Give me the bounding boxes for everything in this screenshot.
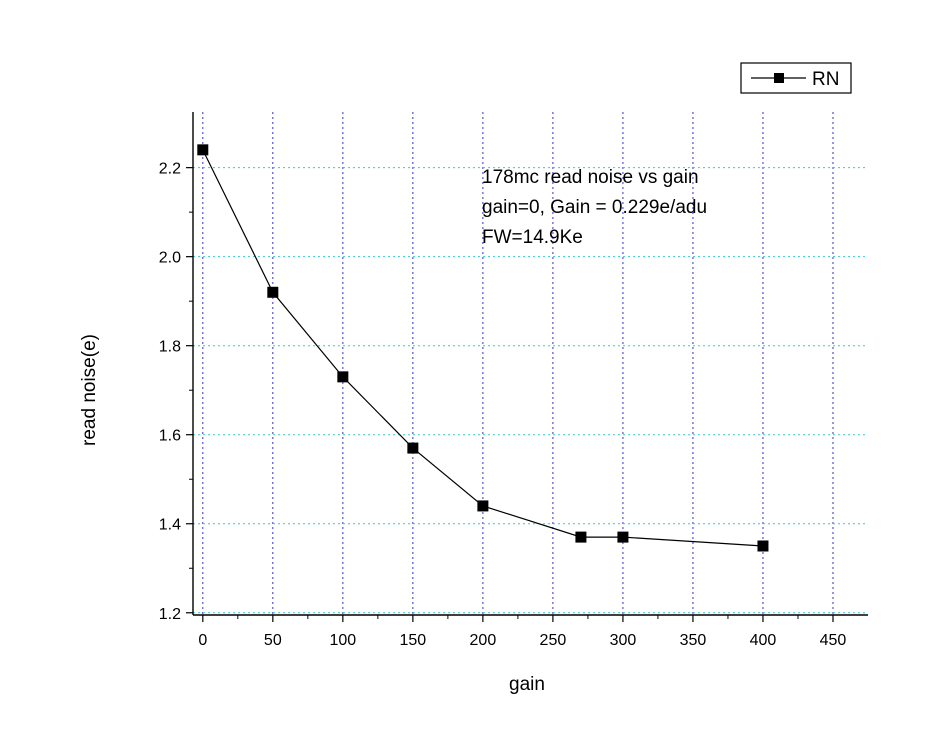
x-tick-label: 100	[329, 632, 356, 649]
data-point	[407, 442, 419, 454]
y-tick-label: 2.2	[159, 161, 181, 178]
legend-label: RN	[812, 69, 839, 90]
data-point	[575, 531, 587, 543]
y-tick-label: 1.4	[159, 517, 181, 534]
data-point	[197, 144, 209, 156]
y-tick-label: 1.2	[159, 606, 181, 623]
x-tick-labels: 0 50 100 150 200 250 300 350 400 450	[198, 632, 846, 649]
y-tick-label: 1.6	[159, 428, 181, 445]
x-tick-label: 350	[680, 632, 707, 649]
data-point	[617, 531, 629, 543]
annotation-line-3: FW=14.9Ke	[482, 227, 583, 248]
x-tick-label: 200	[470, 632, 497, 649]
x-tick-label: 250	[540, 632, 567, 649]
legend-marker	[774, 73, 784, 83]
series-line	[202, 149, 764, 547]
y-tick-label: 2.0	[159, 250, 181, 267]
y-axis-title: read noise(e)	[79, 334, 100, 446]
y-tick-labels: 1.2 1.4 1.6 1.8 2.0 2.2	[159, 161, 181, 623]
data-point	[337, 371, 349, 383]
x-axis-title: gain	[509, 674, 545, 695]
legend: RN	[740, 62, 852, 94]
annotation-line-2: gain=0, Gain = 0.229e/adu	[482, 197, 707, 218]
annotation: 178mc read noise vs gain gain=0, Gain = …	[482, 167, 707, 248]
vertical-grid	[202, 112, 834, 615]
annotation-line-1: 178mc read noise vs gain	[482, 167, 699, 188]
data-point	[757, 540, 769, 552]
x-tick-label: 300	[610, 632, 637, 649]
data-point	[477, 500, 489, 512]
x-tick-label: 150	[400, 632, 427, 649]
x-tick-label: 400	[750, 632, 777, 649]
series-rn	[197, 144, 769, 552]
x-tick-label: 0	[198, 632, 207, 649]
y-tick-label: 1.8	[159, 339, 181, 356]
x-tick-label: 50	[264, 632, 282, 649]
data-point	[267, 286, 279, 298]
x-tick-label: 450	[820, 632, 847, 649]
axes	[186, 112, 868, 622]
